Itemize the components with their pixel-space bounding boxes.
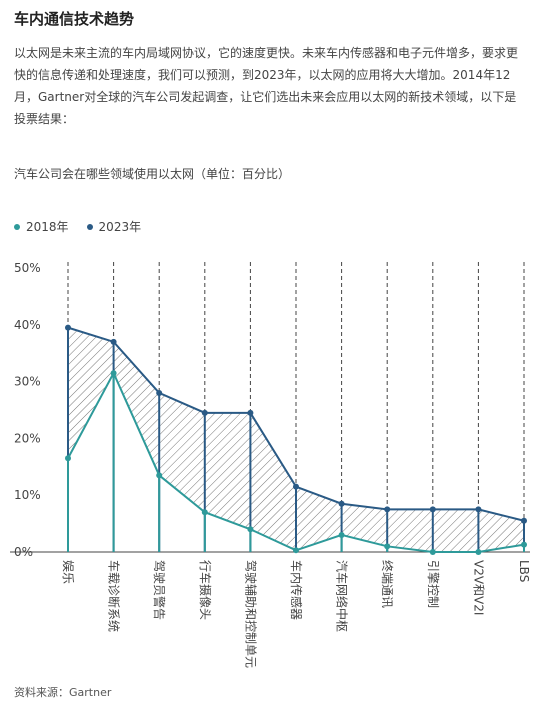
data-point-2018: [429, 549, 436, 555]
chart-legend: 2018年 2023年: [14, 218, 141, 235]
x-category-label: 驾驶员警告: [152, 560, 167, 620]
data-point-2023: [110, 338, 117, 345]
legend-item-2023: 2023年: [86, 218, 142, 235]
x-category-label: 汽车网络中枢: [335, 560, 350, 632]
x-category-label: 行车摄像头: [198, 560, 213, 620]
data-point-2018: [338, 531, 345, 538]
data-point-2023: [521, 517, 527, 524]
chart-title: 汽车公司会在哪些领域使用以太网（单位：百分比）: [14, 167, 291, 181]
data-point-2018: [293, 547, 299, 554]
y-tick-label: 30%: [14, 375, 41, 389]
data-point-2018: [110, 370, 117, 377]
x-category-label: 终端通讯: [380, 560, 395, 608]
data-point-2018: [201, 509, 208, 516]
x-category-label: 娱乐: [61, 560, 75, 584]
data-point-2023: [293, 483, 299, 490]
y-tick-label: 50%: [14, 261, 41, 275]
y-tick-label: 20%: [14, 431, 41, 445]
y-tick-label: 10%: [14, 488, 41, 502]
data-point-2023: [475, 506, 482, 513]
x-category-label: 驾驶辅助和控制单元: [243, 560, 258, 668]
data-point-2018: [156, 472, 163, 479]
legend-label-2023: 2023年: [98, 220, 142, 234]
data-point-2023: [156, 389, 163, 396]
x-category-label: 引擎控制: [426, 560, 441, 608]
data-point-2018: [65, 455, 71, 462]
data-point-2023: [65, 324, 71, 331]
x-category-label: 车载诊断系统: [107, 560, 122, 632]
data-point-2023: [429, 506, 436, 513]
data-point-2018: [247, 526, 254, 533]
intro-paragraph: 以太网是未来主流的车内局域网协议，它的速度更快。未来车内传感器和电子元件增多，要…: [14, 46, 519, 126]
data-point-2018: [384, 543, 391, 550]
legend-dot-2023: [86, 223, 93, 230]
legend-item-2018: 2018年: [14, 218, 69, 235]
x-category-label: LBS: [517, 560, 531, 582]
data-point-2023: [384, 506, 391, 513]
data-point-2018: [475, 549, 482, 555]
x-category-label: V2V和V2I: [471, 560, 485, 615]
source-note: 资料来源：Gartner: [14, 686, 112, 699]
y-tick-label: 40%: [14, 318, 41, 332]
data-point-2023: [338, 500, 345, 507]
data-point-2023: [201, 409, 208, 416]
data-point-2023: [247, 409, 254, 416]
data-point-2018: [521, 541, 527, 548]
legend-label-2018: 2018年: [26, 220, 69, 234]
x-category-label: 车内传感器: [289, 560, 304, 620]
page-title: 车内通信技术趋势: [14, 10, 135, 28]
legend-dot-2018: [14, 223, 20, 230]
